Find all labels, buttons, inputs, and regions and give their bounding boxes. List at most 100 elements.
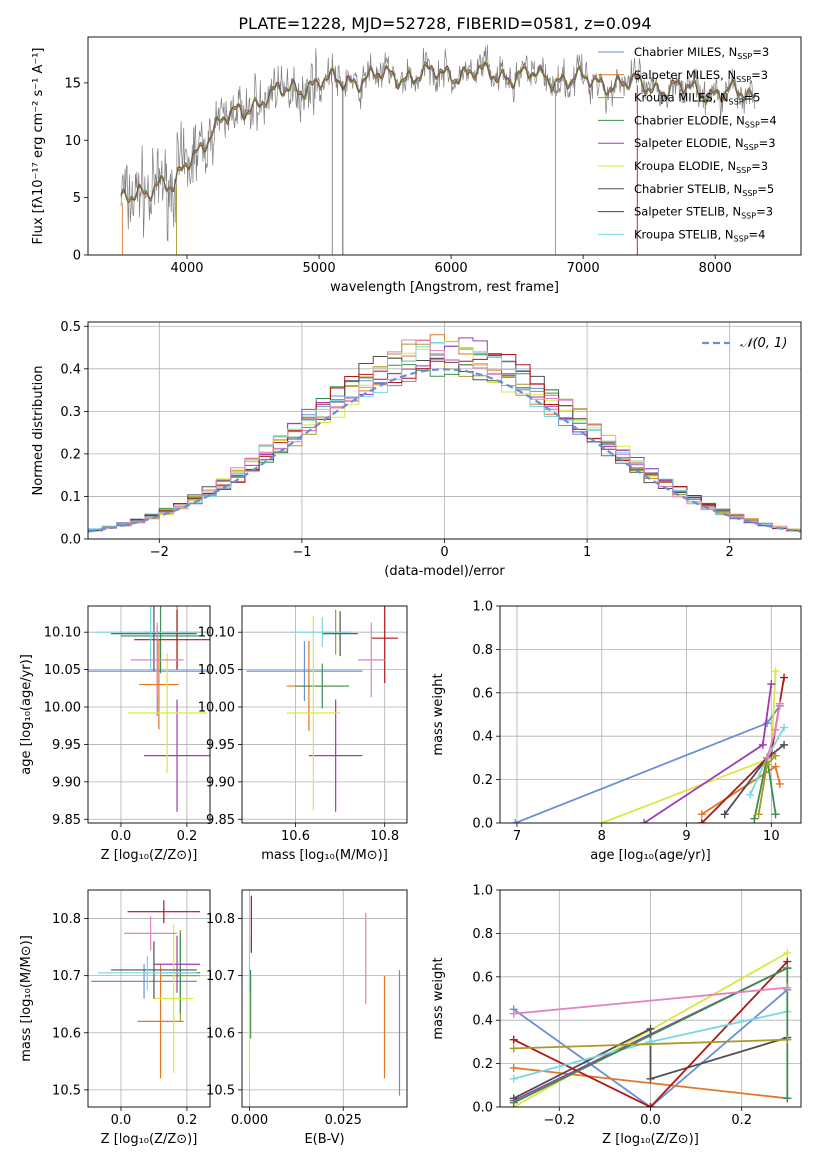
legend-entry: Kroupa ELODIE, NSSP=3 bbox=[634, 159, 768, 175]
weight-series-line bbox=[601, 671, 777, 823]
axes-frame bbox=[87, 36, 802, 256]
weight-point-marker bbox=[646, 1024, 655, 1033]
y-tick-label: 10 bbox=[64, 134, 81, 149]
y-tick-label: 10.8 bbox=[52, 912, 81, 927]
y-tick-label: 10.8 bbox=[206, 912, 235, 927]
x-tick-label: 7000 bbox=[567, 261, 600, 276]
weight-point-marker bbox=[767, 680, 776, 689]
y-axis-label: mass weight bbox=[431, 673, 446, 755]
weight-series-line bbox=[701, 765, 781, 816]
weight-point-marker bbox=[763, 753, 772, 762]
weight-point-marker bbox=[720, 810, 729, 819]
y-tick-label: 1.0 bbox=[472, 600, 493, 615]
weight-series-line bbox=[513, 1027, 788, 1100]
x-tick-label: 5000 bbox=[303, 261, 336, 276]
x-tick-label: 4000 bbox=[170, 261, 203, 276]
y-tick-label: 9.85 bbox=[206, 813, 235, 828]
weight-point-marker bbox=[758, 740, 767, 749]
weight-vs-age-panel: 7 8 9 10 0.0 0.2 0.4 0.6 0.8 1.0 age [log₁₀(age/yr… bbox=[431, 600, 802, 863]
x-tick-label: 0.2 bbox=[177, 829, 198, 844]
age-vs-metallicity-panel: 0.0 0.2 9.85 9.90 9.95 10.00 10.05 10.10 Z [log₁… bbox=[19, 605, 211, 863]
weight-point-marker bbox=[646, 1103, 655, 1107]
y-tick-label: 10.6 bbox=[52, 1026, 81, 1041]
spectrum-panel: 4000 5000 6000 7000 8000 0 5 10 15 wavelength [An… bbox=[31, 36, 802, 295]
weight-point-marker bbox=[640, 819, 649, 823]
y-tick-label: 10.05 bbox=[198, 663, 235, 678]
y-axis-label: mass [log₁₀(M/M⊙)] bbox=[19, 935, 34, 1062]
weight-series-line bbox=[513, 960, 788, 1107]
y-tick-label: 9.95 bbox=[52, 738, 81, 753]
axes-frame bbox=[241, 605, 408, 824]
x-tick-label: 9 bbox=[682, 829, 690, 844]
x-tick-label: 2 bbox=[726, 545, 734, 560]
x-axis-label: E(B-V) bbox=[304, 1132, 344, 1147]
x-tick-label: 0.0 bbox=[111, 1113, 132, 1128]
y-tick-label: 9.90 bbox=[206, 775, 235, 790]
x-axis-label: (data-model)/error bbox=[384, 564, 505, 579]
axes-frame bbox=[499, 605, 802, 824]
x-tick-label: 8000 bbox=[699, 261, 732, 276]
y-axis-label: age [log₁₀(age/yr)] bbox=[19, 654, 34, 775]
weight-point-marker bbox=[783, 1035, 792, 1044]
model-spectrum-line bbox=[120, 63, 756, 203]
weight-series-line bbox=[643, 683, 773, 823]
weight-point-marker bbox=[771, 725, 780, 734]
y-tick-label: 10.05 bbox=[44, 663, 81, 678]
error-bars bbox=[88, 606, 210, 812]
legend-entry: Chabrier MILES, NSSP=3 bbox=[634, 45, 769, 61]
legend-entry: Chabrier STELIB, NSSP=5 bbox=[634, 182, 774, 198]
y-tick-label: 0.0 bbox=[472, 1101, 493, 1116]
weight-point-marker bbox=[771, 762, 780, 771]
y-tick-label: 9.95 bbox=[206, 738, 235, 753]
legend-entry: 𝒩(0, 1) bbox=[740, 336, 787, 351]
y-tick-label: 10.00 bbox=[44, 701, 81, 716]
model-spectrum-line bbox=[120, 59, 755, 203]
weight-point-marker bbox=[509, 1063, 518, 1072]
weight-series-line bbox=[513, 989, 788, 1107]
y-tick-label: 10.00 bbox=[198, 701, 235, 716]
weight-point-marker bbox=[783, 1094, 792, 1103]
x-axis-label: Z [log₁₀(Z/Z⊙)] bbox=[101, 848, 198, 863]
error-bars bbox=[246, 606, 399, 812]
x-tick-label: 6000 bbox=[435, 261, 468, 276]
y-tick-label: 0.5 bbox=[60, 320, 81, 335]
y-tick-label: 10.7 bbox=[52, 969, 81, 984]
y-tick-label: 0.8 bbox=[472, 927, 493, 942]
weight-point-marker bbox=[783, 964, 792, 973]
x-tick-label: 8 bbox=[598, 829, 606, 844]
x-tick-label: −2 bbox=[150, 545, 169, 560]
x-tick-label: 0.2 bbox=[177, 1113, 198, 1128]
y-tick-label: 10.5 bbox=[206, 1083, 235, 1098]
y-tick-label: 10.6 bbox=[206, 1026, 235, 1041]
y-tick-label: 0.6 bbox=[472, 686, 493, 701]
legend-entry: Salpeter STELIB, NSSP=3 bbox=[634, 205, 773, 221]
y-tick-label: 10.10 bbox=[44, 626, 81, 641]
y-tick-label: 0 bbox=[73, 249, 81, 264]
y-tick-label: 0.2 bbox=[472, 1057, 493, 1072]
weight-point-marker bbox=[780, 740, 789, 749]
weight-point-marker bbox=[509, 1098, 518, 1107]
weight-point-marker bbox=[746, 790, 755, 799]
x-tick-label: 10 bbox=[763, 829, 780, 844]
y-tick-label: 10.5 bbox=[52, 1083, 81, 1098]
y-tick-label: 0.4 bbox=[60, 362, 81, 377]
y-axis-label: mass weight bbox=[431, 957, 446, 1039]
weight-series-line bbox=[513, 986, 788, 1015]
x-tick-label: 0 bbox=[440, 545, 448, 560]
weight-point-marker bbox=[775, 699, 784, 708]
y-tick-label: 9.90 bbox=[52, 775, 81, 790]
axes-frame bbox=[241, 889, 408, 1108]
y-axis-label: Flux [fλ10⁻¹⁷ erg cm⁻² s⁻¹ A⁻¹] bbox=[31, 48, 46, 245]
y-tick-label: 0.4 bbox=[472, 1014, 493, 1029]
normal-reference-curve bbox=[88, 368, 801, 533]
error-bars bbox=[248, 895, 401, 1096]
error-bars bbox=[91, 900, 201, 1079]
x-tick-label: −0.2 bbox=[543, 1113, 575, 1128]
weight-point-marker bbox=[509, 1009, 518, 1018]
x-tick-label: 0.025 bbox=[325, 1113, 362, 1128]
y-tick-label: 0.0 bbox=[472, 817, 493, 832]
y-tick-label: 10.10 bbox=[198, 626, 235, 641]
residuals-panel: −2 −1 0 1 2 0.0 0.1 0.2 0.3 0.4 0.5 (data-model)/er… bbox=[31, 320, 802, 579]
y-tick-label: 0.6 bbox=[472, 970, 493, 985]
weight-vs-metallicity-panel: −0.2 0.0 0.2 0.0 0.2 0.4 0.6 0.8 1.0 Z [log₁₀(Z/Z… bbox=[431, 884, 802, 1147]
